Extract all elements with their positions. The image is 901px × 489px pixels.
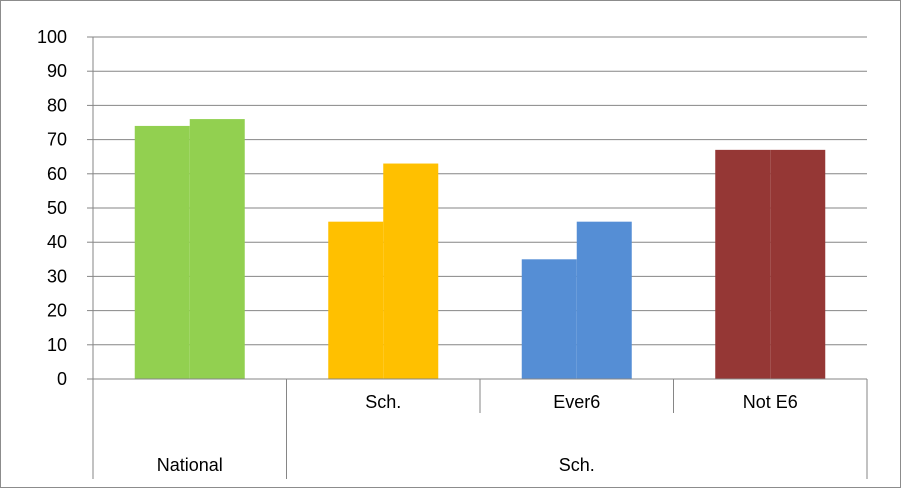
x-sub-category-label: Sch. (365, 392, 401, 412)
bar (715, 149, 771, 379)
y-tick-label: 20 (47, 301, 67, 321)
y-tick-label: 60 (47, 164, 67, 184)
bar (521, 259, 577, 379)
y-tick-label: 0 (57, 369, 67, 389)
y-tick-label: 50 (47, 198, 67, 218)
axes (87, 36, 868, 479)
bars (134, 119, 826, 379)
bar (134, 125, 190, 379)
bar (328, 221, 384, 379)
bar (576, 221, 632, 379)
x-sub-category-label: Ever6 (553, 392, 600, 412)
y-tick-label: 80 (47, 95, 67, 115)
labels: 0 10 20 30 40 50 60 70 80 90 100 Sch. Ever6 Not E6 Nat… (37, 27, 798, 475)
x-category-label-national: National (157, 455, 223, 475)
y-tick-label: 70 (47, 130, 67, 150)
bar (383, 163, 439, 379)
bar (770, 149, 826, 379)
x-sub-category-label: Not E6 (743, 392, 798, 412)
y-tick-label: 90 (47, 61, 67, 81)
y-tick-label: 30 (47, 266, 67, 286)
x-category-label-sch: Sch. (559, 455, 595, 475)
bar (189, 119, 245, 379)
y-tick-label: 40 (47, 232, 67, 252)
y-tick-label: 100 (37, 27, 67, 47)
y-tick-label: 10 (47, 335, 67, 355)
